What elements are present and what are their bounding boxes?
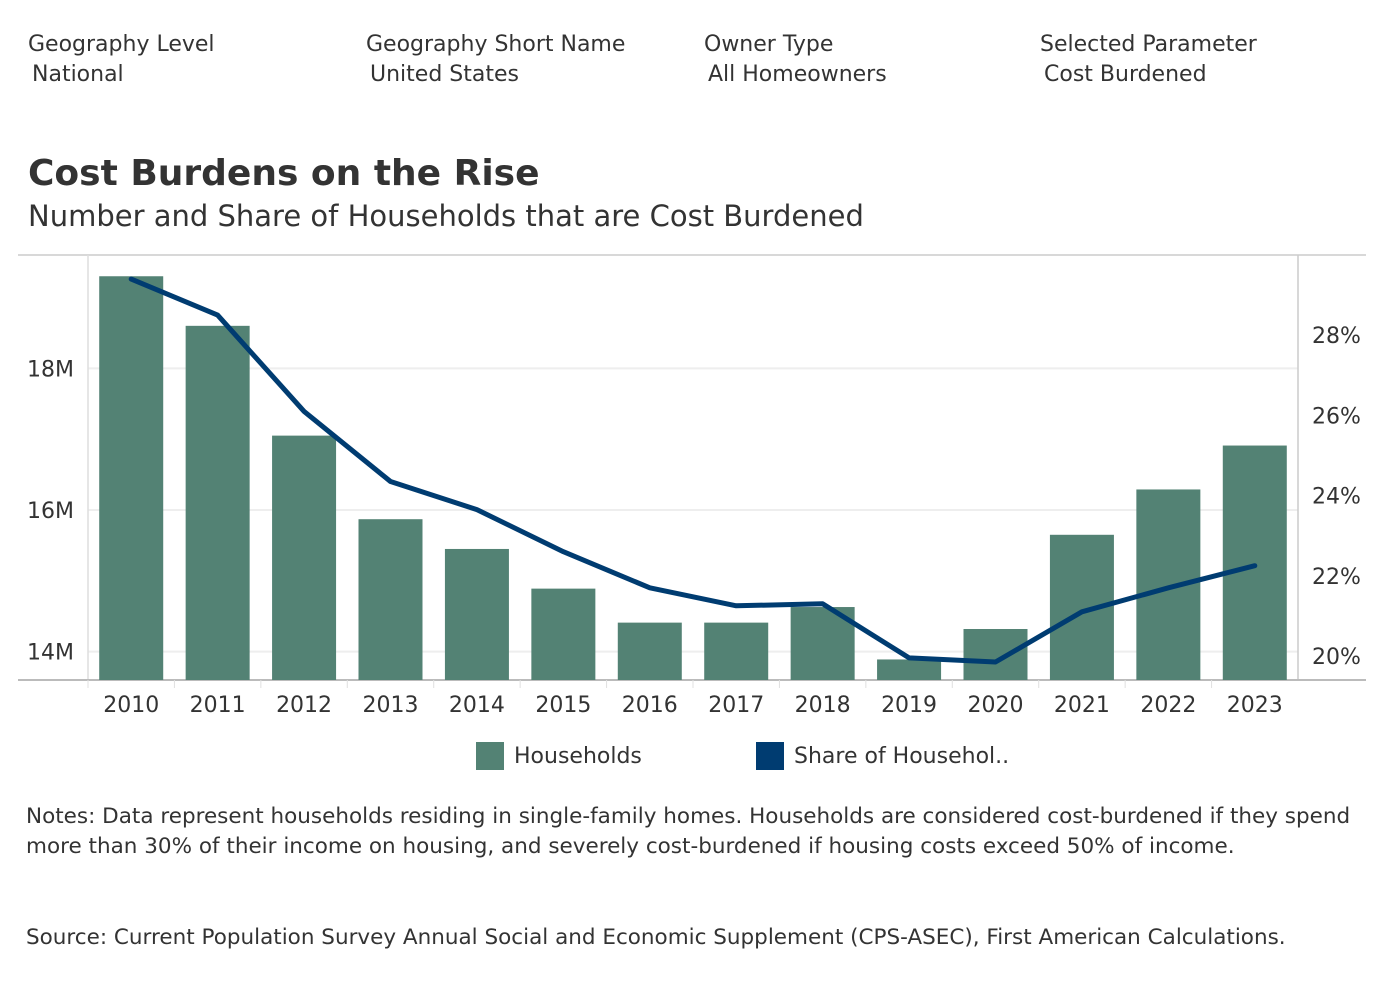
x-axis-ticks: 2010 2011 2012 2013 2014 2015 2016 2017 2018 2019… — [87, 680, 1283, 718]
x-tick-label: 2015 — [535, 693, 591, 718]
x-tick-label: 2021 — [1054, 693, 1110, 718]
chart-notes: Notes: Data represent households residin… — [26, 804, 1351, 859]
left-tick-label: 18M — [27, 357, 74, 382]
x-tick-label: 2012 — [276, 693, 332, 718]
households-bar — [358, 519, 423, 680]
filter-label: Geography Level — [28, 32, 215, 57]
households-bar — [1222, 445, 1287, 680]
households-bar — [963, 629, 1028, 680]
households-bar — [617, 622, 682, 680]
legend: Households Share of Househol.. — [0, 742, 1386, 776]
legend-label-share: Share of Househol.. — [794, 743, 1010, 769]
households-swatch — [476, 742, 504, 770]
x-tick-label: 2017 — [708, 693, 764, 718]
households-bar — [272, 435, 337, 680]
households-bar — [1136, 489, 1201, 680]
right-tick-label: 20% — [1312, 645, 1361, 670]
left-tick-label: 14M — [27, 641, 74, 666]
x-tick-label: 2022 — [1140, 693, 1196, 718]
right-axis-ticks: 20% 22% 24% 26% 28% — [1312, 324, 1361, 670]
x-tick-label: 2014 — [449, 693, 505, 718]
households-bar — [185, 325, 250, 680]
x-tick-label: 2023 — [1227, 693, 1283, 718]
filter-label: Geography Short Name — [366, 32, 626, 57]
chart-subtitle: Number and Share of Households that are … — [28, 199, 864, 233]
filter-owner-type[interactable]: Owner Type All Homeowners — [704, 30, 887, 90]
x-tick-label: 2016 — [622, 693, 678, 718]
households-bar — [444, 548, 509, 680]
left-axis-ticks: 14M 16M 18M — [27, 357, 74, 665]
share-swatch — [756, 742, 784, 770]
legend-label-households: Households — [514, 743, 642, 769]
right-tick-label: 24% — [1312, 485, 1361, 510]
x-tick-label: 2010 — [103, 693, 159, 718]
households-bar — [99, 276, 164, 680]
filter-value[interactable]: Cost Burdened — [1044, 62, 1207, 87]
households-bar — [877, 659, 942, 680]
filter-geography-short-name[interactable]: Geography Short Name United States — [366, 30, 625, 90]
chart-source: Source: Current Population Survey Annual… — [26, 925, 1286, 950]
x-tick-label: 2018 — [795, 693, 851, 718]
households-bar — [531, 588, 596, 680]
filter-label: Owner Type — [704, 32, 834, 57]
x-tick-label: 2019 — [881, 693, 937, 718]
households-bar — [704, 622, 769, 680]
filter-bar: Geography Level National Geography Short… — [0, 30, 1386, 92]
grid-lines — [88, 367, 1298, 653]
right-tick-label: 28% — [1312, 324, 1361, 349]
share-line-layer — [128, 276, 1258, 665]
x-tick-label: 2020 — [968, 693, 1024, 718]
filter-value[interactable]: United States — [370, 62, 519, 87]
legend-item-households[interactable]: Households — [476, 742, 642, 770]
x-tick-label: 2013 — [363, 693, 419, 718]
x-tick-label: 2011 — [190, 693, 246, 718]
households-bars — [99, 276, 1287, 680]
legend-item-share[interactable]: Share of Househol.. — [756, 742, 1009, 770]
right-tick-label: 22% — [1312, 565, 1361, 590]
share-line — [128, 276, 1258, 665]
filter-value[interactable]: All Homeowners — [708, 62, 887, 87]
left-tick-label: 16M — [27, 499, 74, 524]
filter-value[interactable]: National — [32, 62, 124, 87]
filter-label: Selected Parameter — [1040, 32, 1257, 57]
filter-selected-parameter[interactable]: Selected Parameter Cost Burdened — [1040, 30, 1257, 90]
filter-geography-level[interactable]: Geography Level National — [28, 30, 215, 90]
right-tick-label: 26% — [1312, 404, 1361, 429]
chart-title: Cost Burdens on the Rise — [28, 153, 540, 194]
